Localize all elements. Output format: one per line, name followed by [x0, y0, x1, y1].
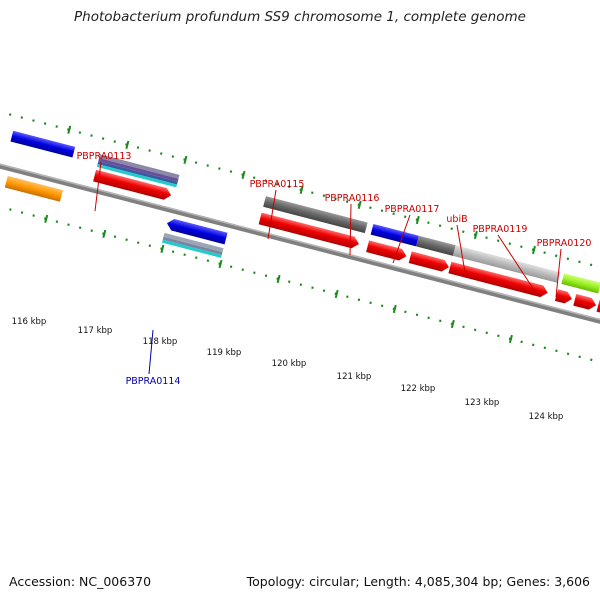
scale-label: 117 kbp — [78, 326, 113, 336]
gene-label-pbpra0113[interactable]: PBPRA0113 — [77, 151, 132, 162]
feature-left-reverse[interactable] — [4, 175, 63, 202]
gene-label-pbpra0116[interactable]: PBPRA0116 — [325, 193, 380, 204]
scale-label: 118 kbp — [143, 337, 178, 347]
scale-label: 116 kbp — [12, 317, 47, 327]
scale-label: 123 kbp — [465, 398, 500, 408]
scale-label: 124 kbp — [529, 412, 564, 422]
feature-left-blue[interactable] — [10, 130, 76, 158]
scale-label: 120 kbp — [272, 359, 307, 369]
accession-text: Accession: NC_006370 — [9, 574, 152, 589]
gene-label-pbpra0120[interactable]: PBPRA0120 — [537, 238, 592, 249]
gene-label-pbpra0119[interactable]: PBPRA0119 — [473, 224, 528, 235]
outer-tick-ring — [0, 110, 600, 286]
feature-pbpra0119-domain[interactable] — [561, 273, 600, 306]
feature-pbpra0116-domain[interactable] — [370, 223, 456, 256]
gene-label-pbpra0117[interactable]: PBPRA0117 — [385, 204, 440, 215]
gene-label-pbpra0115[interactable]: PBPRA0115 — [250, 179, 305, 190]
scale-label: 121 kbp — [337, 372, 372, 382]
scale-label: 119 kbp — [207, 348, 242, 358]
feature-pbpra0114[interactable] — [161, 217, 228, 258]
feature-pbpra0113-domains[interactable] — [96, 154, 180, 188]
gene-label-ubib[interactable]: ubiB — [446, 214, 467, 225]
topology-text: Topology: circular; Length: 4,085,304 bp… — [246, 574, 590, 589]
label-leaders — [94, 161, 562, 375]
feature-pbpra0115-domain[interactable] — [263, 196, 368, 234]
inner-tick-ring — [0, 199, 600, 375]
chromosome-backbone — [0, 159, 600, 340]
feature-ubib-domain[interactable] — [452, 245, 561, 283]
cds-forward-track[interactable] — [93, 169, 600, 327]
gene-label-pbpra0114[interactable]: PBPRA0114 — [126, 376, 181, 387]
scale-label: 122 kbp — [401, 384, 436, 394]
map-title: Photobacterium profundum SS9 chromosome … — [74, 9, 526, 25]
